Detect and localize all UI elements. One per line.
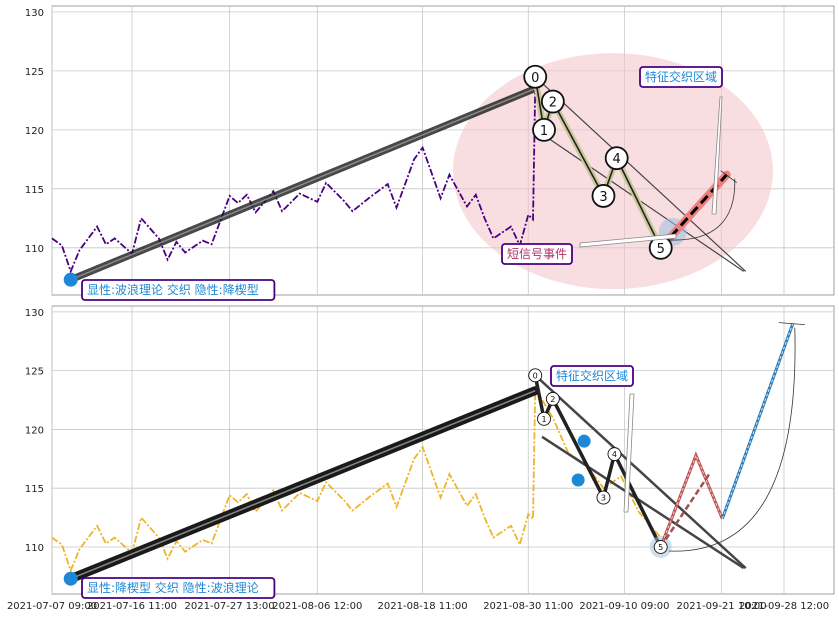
forecast-cap (720, 170, 738, 184)
wave-label-circle (653, 540, 668, 554)
wave-label-5: 5 (657, 242, 665, 257)
plot-area (51, 305, 835, 595)
wave-label-3: 3 (599, 190, 607, 205)
feature-zone-arrow (711, 96, 723, 215)
feature-zone-arrow (623, 393, 635, 513)
wave-label-circle (596, 490, 611, 505)
forecast-blue-dash (721, 323, 794, 519)
wave-label-circle (591, 184, 616, 208)
wave-start-point (63, 571, 78, 586)
x-tick-label: 2021-08-06 12:00 (272, 601, 362, 612)
price-series-line (51, 88, 537, 274)
wave-label-2: 2 (549, 96, 557, 111)
wave-start-point (63, 272, 78, 287)
wave-label-circle (607, 447, 622, 462)
wave-pivot-point (577, 434, 591, 448)
y-tick-label: 110 (25, 244, 44, 255)
chart-panel-bottom: 110 115 120 125 130 0 1 2 3 4 5 显性:降楔型 交织 隐性:波浪理论 特征… (25, 305, 835, 599)
wave-label-4: 4 (613, 152, 621, 167)
y-tick-label: 130 (25, 308, 44, 319)
wave-label-circle (523, 64, 548, 89)
wave-label-0: 0 (531, 71, 539, 86)
wave-pivot-point (571, 473, 585, 487)
y-tick-label: 125 (25, 67, 44, 78)
pattern-label: 显性:波浪理论 交织 隐性:降楔型 (87, 282, 259, 297)
wave-label-circle (545, 391, 560, 406)
impulse-swing-highlight (70, 87, 536, 281)
x-tick-label: 2021-07-27 13:00 (185, 601, 275, 612)
wave-label-circle (532, 117, 556, 142)
y-tick-label: 125 (25, 367, 44, 378)
pattern-label-box (81, 577, 276, 599)
wave-label-3: 3 (601, 494, 606, 503)
y-tick-label: 115 (25, 484, 44, 495)
x-tick-label: 2021-08-18 11:00 (378, 601, 468, 612)
forecast-cap (778, 322, 805, 326)
wave-label-circle (540, 89, 565, 114)
forecast-arc (668, 327, 796, 552)
wedge-upper-line (534, 374, 747, 570)
forecast-dashed-line (659, 473, 711, 548)
wave-label-circle (537, 411, 551, 426)
signal-event-label: 短信号事件 (507, 247, 567, 261)
wave-label-0: 0 (533, 371, 538, 380)
x-tick-label: 2021-09-10 09:00 (579, 601, 669, 612)
chart-panel-top: 110 115 120 125 130 0 12 3 4 5 显性:波浪理论 交织 隐性:降楔型 特征… (25, 5, 835, 301)
pattern-label-box (81, 279, 276, 301)
wave-label-circle (604, 146, 629, 171)
wave-label-4: 4 (612, 450, 617, 459)
wave-label-5: 5 (658, 543, 663, 552)
x-tick-label: 2021-07-16 11:00 (87, 601, 177, 612)
signal-event-arrow (579, 233, 677, 248)
feature-zone-label: 特征交织区域 (645, 69, 717, 84)
y-tick-label: 120 (25, 126, 44, 137)
x-tick-label: 2021-09-28 12:00 (739, 601, 829, 612)
signal-event-label-box (501, 243, 573, 265)
y-tick-label: 110 (25, 543, 44, 554)
impulse-swing-highlight (70, 389, 536, 580)
y-tick-label: 120 (25, 425, 44, 436)
forecast-arc (665, 178, 736, 241)
feature-zone-label: 特征交织区域 (556, 368, 628, 383)
feature-zone-label-box (550, 365, 634, 387)
x-tick-label: 2021-08-30 11:00 (483, 601, 573, 612)
forecast-red-dash (660, 453, 723, 548)
feature-zone-label-box (639, 66, 723, 88)
wave-zigzag-line (533, 375, 663, 548)
wave-label-1: 1 (541, 415, 546, 424)
y-tick-label: 130 (25, 8, 44, 19)
wave-label-circle (528, 368, 543, 383)
y-tick-label: 115 (25, 185, 44, 196)
x-tick-label: 2021-07-07 09:00 (7, 601, 97, 612)
pattern-label: 显性:降楔型 交织 隐性:波浪理论 (87, 580, 259, 595)
wave-label-1: 1 (540, 124, 548, 139)
wedge-upper-line (534, 76, 747, 272)
wave-label-2: 2 (550, 395, 555, 404)
x-tick-label: 2021-09-21 10:00 (677, 601, 767, 612)
